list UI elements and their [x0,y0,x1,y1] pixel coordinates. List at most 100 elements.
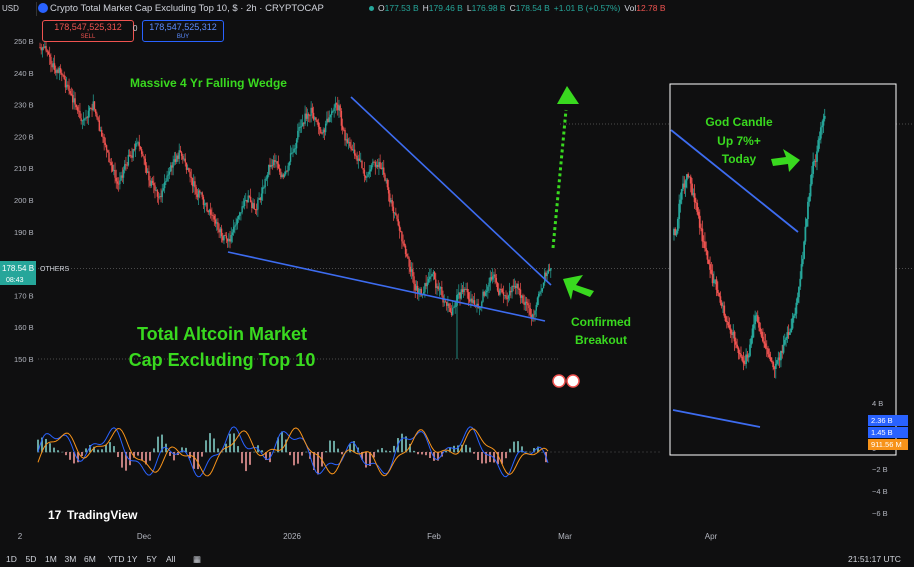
inset-candle-body [819,127,822,139]
coin-icon [38,3,48,13]
candle-body [42,47,45,49]
osc-histogram-bar [433,452,435,461]
buy-label: BUY [176,34,190,40]
inset-candle-body [794,313,796,316]
event-flag-icon [552,374,566,388]
candle-body [370,165,373,170]
candle-body [454,302,456,308]
candle-body [493,274,495,277]
candle-body [513,285,516,287]
osc-histogram-bar [149,452,151,461]
candle-body [237,215,240,220]
inset-candle-body [702,241,705,243]
osc-histogram-bar [85,448,87,453]
candle-body [149,180,151,186]
candle-body [531,314,534,319]
candle-body [249,196,252,203]
candle-body [510,290,512,293]
candle-body [213,215,215,220]
candle-body [211,214,213,216]
osc-histogram-bar [537,446,539,453]
candle-body [246,200,248,203]
osc-histogram-bar [181,447,183,453]
candle-body [403,243,406,246]
candle-body [173,159,176,162]
osc-histogram-bar [133,452,135,458]
osc-histogram-bar [141,452,143,461]
candle-body [443,301,445,303]
event-flag-icon [566,374,580,388]
candle-body [514,285,517,288]
calendar-icon[interactable]: ▦ [193,554,202,564]
candle-body [84,118,86,120]
osc-histogram-bar [137,452,139,456]
candle-body [424,283,426,293]
candle-body [259,198,261,200]
osc-histogram-bar [421,452,423,455]
inset-candle-body [674,229,677,236]
ohlc-value: 176.98 B [471,3,506,13]
timeframe-3m[interactable]: 3M [64,554,77,564]
timeframe-ytd[interactable]: YTD [107,554,125,564]
candle-body [120,175,122,181]
candle-body [347,141,350,143]
osc-histogram-bar [297,452,299,464]
timeframe-all[interactable]: All [166,554,176,564]
candle-body [288,161,291,166]
candle-body [436,286,438,288]
candle-body [55,70,57,73]
candle-body [179,150,182,153]
candle-body [278,168,281,172]
candle-body [321,132,323,134]
candle-body [522,295,524,303]
ohlc-item: +1.01 B (+0.57%) [554,3,621,13]
currency-selector[interactable]: USD [0,2,37,16]
timeframe-6m[interactable]: 6M [84,554,96,564]
osc-histogram-bar [281,431,283,453]
candle-body [476,303,478,307]
candle-body [409,266,412,272]
inset-candle-body [782,344,785,353]
candle-body [444,301,447,303]
ohlc-label: C [509,3,516,13]
osc-histogram-bar [121,452,123,468]
inset-candle-body [693,193,696,203]
inset-candle-body [722,305,724,307]
timeframe-1d[interactable]: 1D [6,554,17,564]
candle-body [521,295,523,298]
candle-body [167,174,170,176]
symbol-title[interactable]: Crypto Total Market Cap Excluding Top 10… [50,3,324,14]
y-tick-label: 210 B [14,164,34,173]
y-tick-label: 220 B [14,132,34,141]
inset-candle-body [675,230,678,236]
inset-candle-body [817,140,820,152]
candle-body [234,225,236,227]
timeframe-1y[interactable]: 1Y [127,554,138,564]
timeframe-1m[interactable]: 1M [45,554,57,564]
candle-body [431,274,433,277]
buy-button[interactable]: 178,547,525,312 BUY [142,20,224,42]
candle-body [253,203,255,210]
timeframe-5y[interactable]: 5Y [146,554,157,564]
candle-body [458,292,460,296]
inset-candle-body [718,292,720,297]
utc-clock[interactable]: 21:51:17 UTC [848,554,901,564]
candle-body [116,181,119,184]
candle-body [433,271,436,280]
candle-body [339,105,341,111]
candle-body [194,181,196,188]
inset-candle-body [676,219,679,231]
candle-body [383,167,385,175]
osc-histogram-bar [157,436,159,453]
sell-button[interactable]: 178,547,525,312 SELL [42,20,134,42]
candle-body [186,168,189,170]
inset-candle-body [740,354,742,357]
inset-candle-body [707,259,710,265]
candle-body [448,303,450,309]
candle-body [447,303,449,306]
inset-candle-body [787,332,790,335]
candle-body [45,46,47,51]
timeframe-5d[interactable]: 5D [25,554,37,564]
